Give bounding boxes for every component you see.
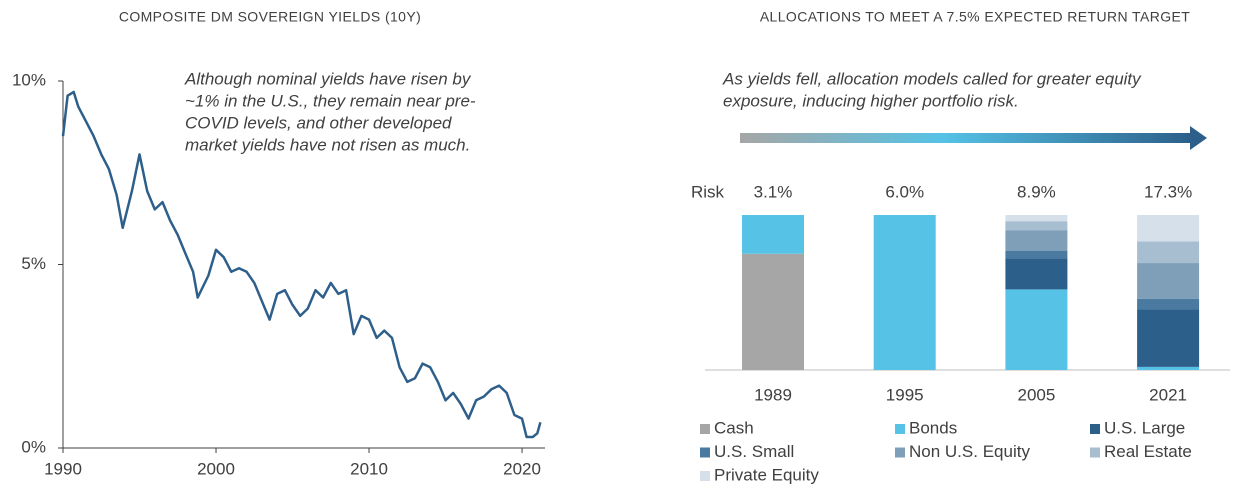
bar-segment — [742, 253, 804, 370]
arrow-shaft — [740, 133, 1192, 143]
bar-segment — [1137, 241, 1200, 264]
x-tick-label: 1989 — [754, 385, 792, 404]
y-tick-label: 5% — [21, 254, 46, 273]
legend-swatch — [895, 424, 905, 434]
risk-value: 6.0% — [885, 182, 924, 201]
legend-label: U.S. Small — [714, 442, 794, 461]
subtitle: exposure, inducing higher portfolio risk… — [723, 91, 1019, 110]
y-tick-label: 10% — [12, 70, 46, 89]
right-title: ALLOCATIONS TO MEET A 7.5% EXPECTED RETU… — [760, 9, 1190, 25]
risk-value: 17.3% — [1144, 182, 1192, 201]
x-tick-label: 2005 — [1017, 385, 1055, 404]
x-tick-label: 1995 — [886, 385, 924, 404]
yield-line — [61, 90, 542, 439]
risk-value: 3.1% — [754, 182, 793, 201]
annotation: Although nominal yields have risen by — [184, 69, 472, 88]
bar-segment — [1137, 263, 1200, 299]
bar-segment — [1005, 230, 1068, 251]
risk-value: 8.9% — [1017, 182, 1056, 201]
legend-swatch — [1090, 424, 1100, 434]
legend-label: U.S. Large — [1104, 418, 1185, 437]
bar-segment — [1005, 215, 1068, 222]
legend-label: Bonds — [909, 418, 957, 437]
legend-label: Real Estate — [1104, 442, 1192, 461]
arrow-head — [1190, 126, 1207, 150]
legend-label: Cash — [714, 418, 754, 437]
legend-swatch — [700, 471, 710, 481]
bar-segment — [1137, 309, 1200, 367]
x-tick-label: 1990 — [44, 459, 82, 478]
x-tick-label: 2000 — [197, 459, 235, 478]
legend-swatch — [895, 447, 905, 458]
legend-label: Non U.S. Equity — [909, 442, 1030, 461]
left-title: COMPOSITE DM SOVEREIGN YIELDS (10Y) — [119, 9, 421, 25]
annotation: market yields have not risen as much. — [185, 135, 470, 154]
risk-label: Risk — [691, 182, 725, 201]
bar-segment — [1137, 215, 1200, 242]
annotation: COVID levels, and other developed — [185, 113, 452, 132]
annotation: ~1% in the U.S., they remain near pre- — [185, 91, 476, 110]
bar-segment — [742, 215, 804, 254]
bar-segment — [1137, 298, 1200, 310]
subtitle: As yields fell, allocation models called… — [722, 69, 1142, 88]
x-tick-label: 2020 — [503, 459, 541, 478]
legend-swatch — [700, 424, 710, 434]
bar-segment — [1005, 221, 1068, 231]
bar-segment — [1005, 258, 1068, 290]
x-tick-label: 2010 — [350, 459, 388, 478]
legend-swatch — [700, 447, 710, 458]
bar-segment — [1137, 366, 1200, 370]
y-tick-label: 0% — [21, 437, 46, 456]
x-tick-label: 2021 — [1149, 385, 1187, 404]
bar-segment — [1005, 250, 1068, 259]
bar-segment — [873, 215, 936, 370]
legend-swatch — [1090, 447, 1100, 458]
legend-label: Private Equity — [714, 465, 819, 484]
bar-segment — [1005, 289, 1068, 370]
